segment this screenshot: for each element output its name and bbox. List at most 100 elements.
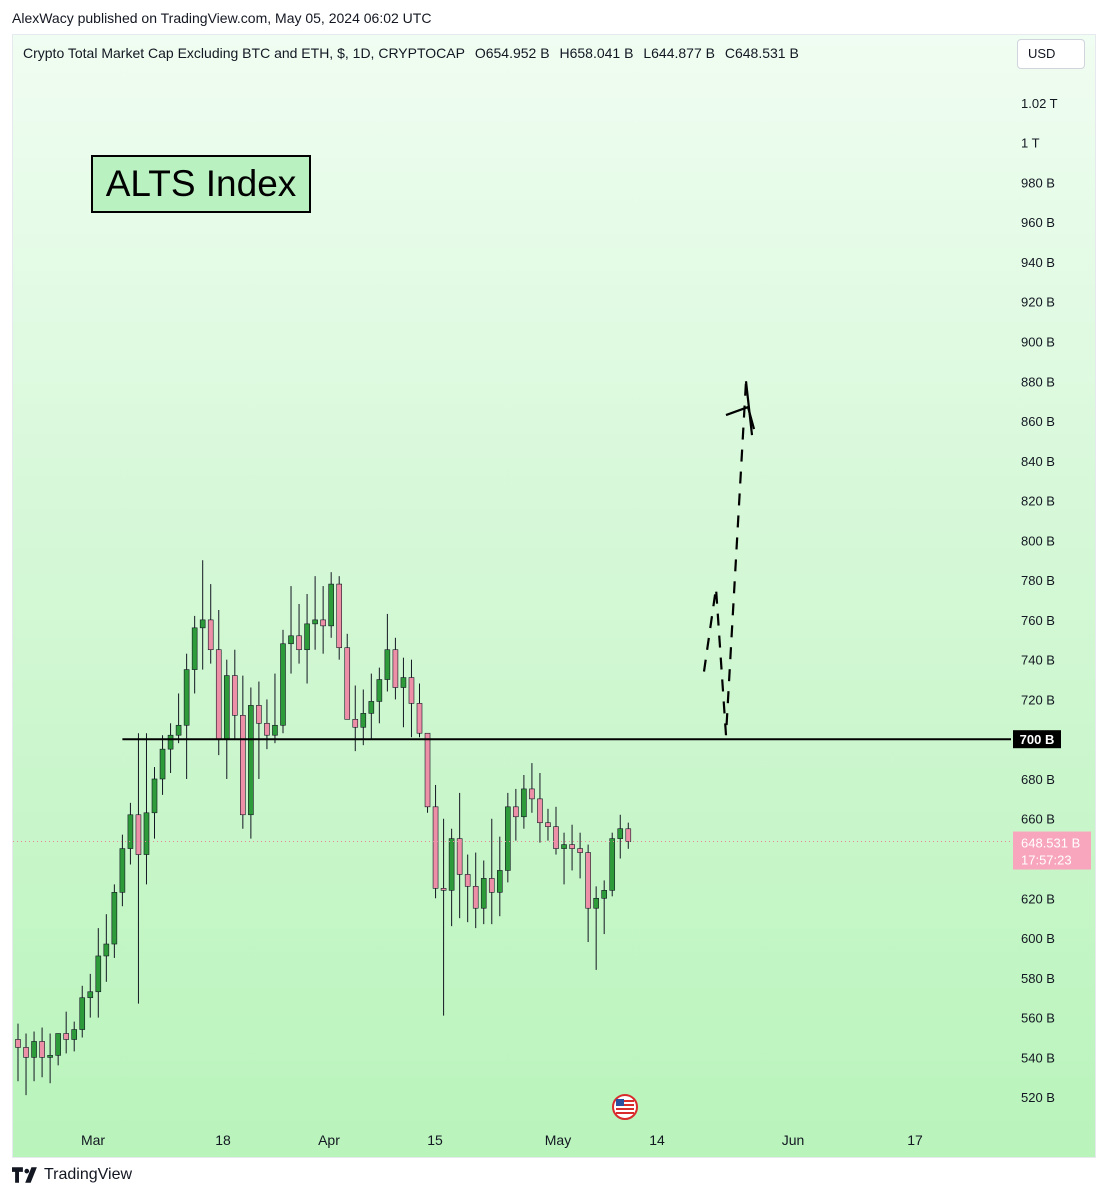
candle-up <box>71 1029 78 1040</box>
candle-down <box>416 703 423 734</box>
close-label: C <box>724 45 735 61</box>
y-tick-label: 620 B <box>1021 891 1055 906</box>
low-label: L <box>643 45 652 61</box>
candle-up <box>360 713 367 728</box>
candle-down <box>577 848 583 853</box>
y-tick-label: 720 B <box>1021 692 1055 707</box>
y-tick-label: 540 B <box>1021 1050 1055 1065</box>
last-price-countdown: 17:57:23 <box>1021 853 1072 868</box>
high-label: H <box>559 45 570 61</box>
candle-down <box>392 649 399 688</box>
candle-up <box>47 1055 53 1058</box>
publisher-line: AlexWacy published on TradingView.com, M… <box>12 10 432 26</box>
y-tick-label: 860 B <box>1021 414 1055 429</box>
candle-up <box>95 955 102 993</box>
candle-down <box>464 874 471 887</box>
candle-up <box>601 890 607 899</box>
candle-down <box>545 822 551 827</box>
chart-frame[interactable]: 520 B 540 B 560 B 580 B 600 B 620 B 660 B 680 B… <box>12 34 1096 1158</box>
candle-down <box>135 814 142 855</box>
candle-up <box>368 701 375 714</box>
candle-down <box>264 722 270 736</box>
y-tick-label: 920 B <box>1021 295 1055 310</box>
close-value: 648.531 B <box>734 45 799 61</box>
y-tick-label: 680 B <box>1021 772 1055 787</box>
candle-up <box>103 943 110 957</box>
candle-down <box>408 677 415 704</box>
candle-down <box>240 715 246 816</box>
symbol-name: Crypto Total Market Cap Excluding BTC an… <box>23 45 465 61</box>
candle-up <box>304 623 310 651</box>
candle-down <box>553 826 559 849</box>
candle-down <box>432 806 439 889</box>
candle-up <box>191 627 198 670</box>
y-tick-label: 960 B <box>1021 215 1055 230</box>
candle-up <box>312 619 318 625</box>
candle-down <box>23 1047 29 1058</box>
candle-down <box>15 1039 21 1048</box>
candle-up <box>400 677 407 688</box>
x-tick-label: May <box>545 1132 571 1148</box>
currency-selector[interactable]: USD <box>1017 39 1085 69</box>
candle-up <box>248 705 254 816</box>
candle-up <box>79 997 86 1030</box>
x-tick-label: Mar <box>81 1132 105 1148</box>
candle-down <box>336 583 343 649</box>
candle-up <box>384 649 391 680</box>
candle-up <box>280 643 286 726</box>
last-price-value: 648.531 B <box>1021 836 1080 851</box>
candle-up <box>167 734 174 750</box>
candle-up <box>617 828 624 839</box>
y-tick-label: 600 B <box>1021 931 1055 946</box>
candle-up <box>480 878 487 909</box>
candle-up <box>223 675 230 740</box>
candle-down <box>537 798 543 824</box>
last-price-label-box <box>1013 831 1091 870</box>
candle-up <box>288 635 294 645</box>
x-tick-label: Apr <box>318 1132 340 1148</box>
time-axis: Mar 18 Apr 15 May 14 Jun 17 <box>81 1094 923 1148</box>
candle-up <box>111 892 118 945</box>
candle-down <box>232 675 238 716</box>
candle-up <box>496 870 503 893</box>
x-tick-label: 14 <box>649 1132 665 1148</box>
candles-layer <box>15 560 632 1096</box>
candle-down <box>472 886 479 909</box>
candle-down <box>352 719 359 728</box>
candle-down <box>585 852 591 909</box>
candle-down <box>344 647 351 720</box>
footer-brand-text: TradingView <box>44 1166 133 1183</box>
candle-up <box>87 991 94 999</box>
footer-brand[interactable]: TradingView <box>12 1166 132 1184</box>
candlestick-chart[interactable]: 520 B 540 B 560 B 580 B 600 B 620 B 660 B 680 B… <box>13 35 1096 1158</box>
candle-up <box>561 844 567 849</box>
candle-down <box>513 806 519 818</box>
candle-up <box>151 778 158 814</box>
candle-up <box>143 812 150 855</box>
open-label: O <box>474 45 486 61</box>
x-tick-label: 15 <box>427 1132 443 1148</box>
candle-up <box>609 838 616 891</box>
candle-up <box>119 848 126 893</box>
level-label-box <box>1013 730 1061 749</box>
projection-arrowhead <box>725 405 756 430</box>
y-tick-label: 560 B <box>1021 1011 1055 1026</box>
candle-down <box>440 888 447 891</box>
y-tick-label: 740 B <box>1021 653 1055 668</box>
y-tick-label: 940 B <box>1021 255 1055 270</box>
y-tick-label: 900 B <box>1021 334 1055 349</box>
high-value: 658.041 B <box>569 45 634 61</box>
candle-down <box>529 788 535 800</box>
candle-up <box>127 814 134 849</box>
candle-down <box>488 878 495 893</box>
candle-up <box>183 669 190 726</box>
us-flag-event-icon <box>612 1094 638 1120</box>
candle-down <box>63 1033 69 1040</box>
y-tick-label: 520 B <box>1021 1090 1055 1105</box>
y-tick-label: 820 B <box>1021 494 1055 509</box>
symbol-legend[interactable]: Crypto Total Market Cap Excluding BTC an… <box>23 45 805 61</box>
low-value: 644.877 B <box>651 45 715 61</box>
candle-down <box>215 649 222 740</box>
candle-down <box>296 635 302 651</box>
candle-up <box>521 788 527 818</box>
